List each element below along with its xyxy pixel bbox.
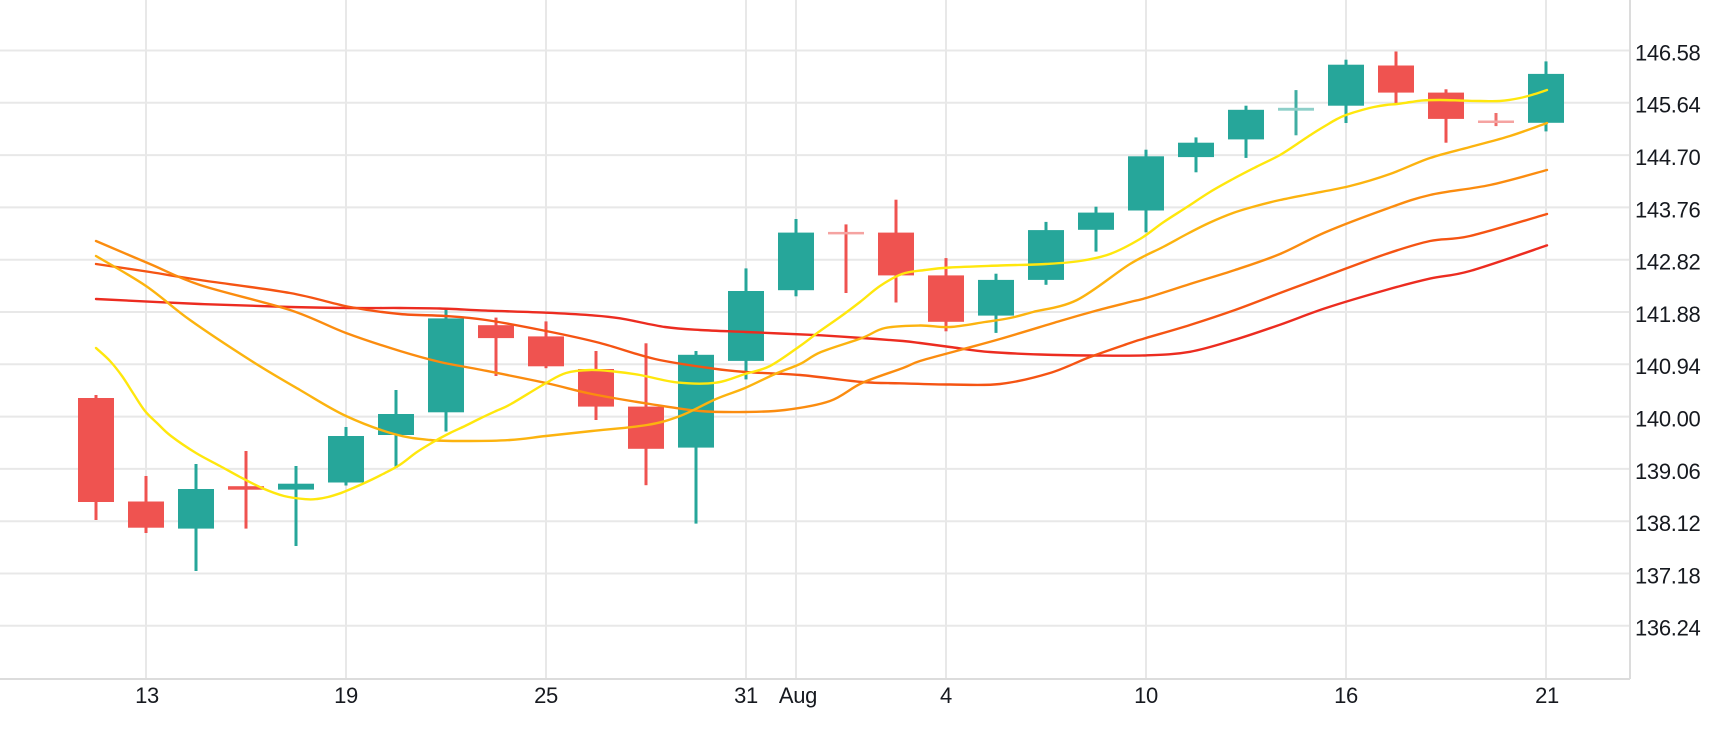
svg-text:141.88: 141.88: [1635, 302, 1701, 327]
svg-text:4: 4: [940, 683, 952, 708]
svg-text:140.00: 140.00: [1635, 407, 1701, 432]
svg-text:136.24: 136.24: [1635, 616, 1701, 641]
svg-text:145.64: 145.64: [1635, 93, 1701, 118]
svg-text:21: 21: [1535, 683, 1559, 708]
svg-text:Aug: Aug: [779, 683, 817, 708]
svg-text:19: 19: [334, 683, 358, 708]
svg-text:10: 10: [1134, 683, 1158, 708]
svg-text:144.70: 144.70: [1635, 145, 1701, 170]
svg-text:139.06: 139.06: [1635, 459, 1701, 484]
svg-text:143.76: 143.76: [1635, 197, 1701, 222]
svg-text:137.18: 137.18: [1635, 563, 1701, 588]
svg-text:13: 13: [135, 683, 159, 708]
svg-text:140.94: 140.94: [1635, 354, 1701, 379]
svg-text:31: 31: [734, 683, 758, 708]
svg-text:146.58: 146.58: [1635, 40, 1701, 65]
svg-text:25: 25: [534, 683, 558, 708]
svg-text:138.12: 138.12: [1635, 511, 1701, 536]
svg-text:16: 16: [1334, 683, 1358, 708]
svg-text:142.82: 142.82: [1635, 250, 1701, 275]
